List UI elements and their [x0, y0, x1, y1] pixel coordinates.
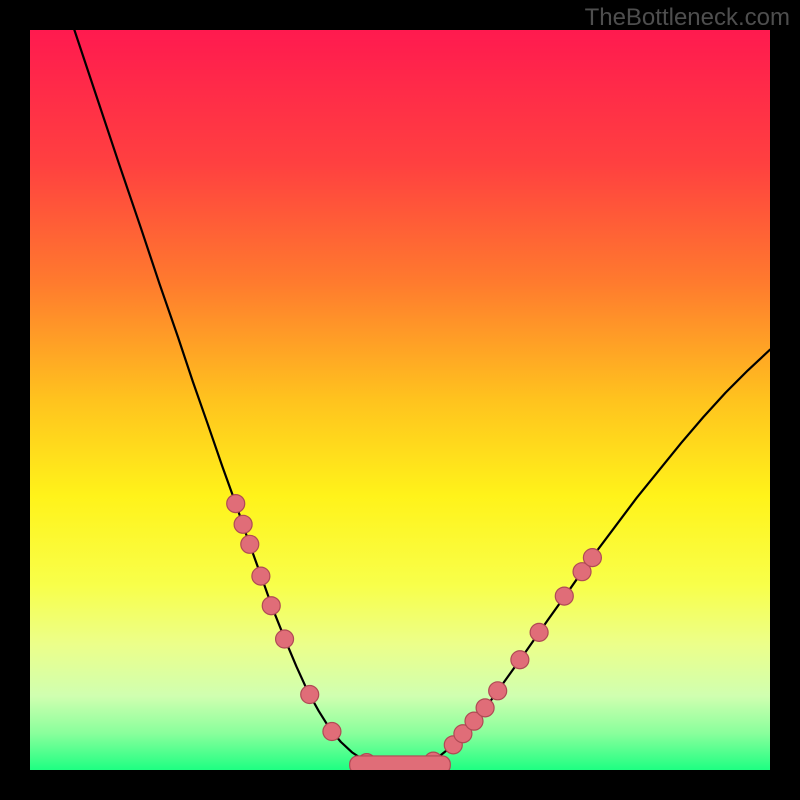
data-point — [227, 495, 245, 513]
data-point — [252, 567, 270, 585]
data-point — [241, 535, 259, 553]
bottleneck-chart — [0, 0, 800, 800]
data-point — [530, 623, 548, 641]
data-point — [234, 515, 252, 533]
data-point — [476, 699, 494, 717]
data-point — [555, 587, 573, 605]
data-point — [262, 597, 280, 615]
data-point — [323, 723, 341, 741]
plot-background — [30, 30, 770, 770]
data-point — [276, 630, 294, 648]
data-point — [301, 686, 319, 704]
data-point — [489, 682, 507, 700]
data-point — [583, 549, 601, 567]
data-point — [511, 651, 529, 669]
